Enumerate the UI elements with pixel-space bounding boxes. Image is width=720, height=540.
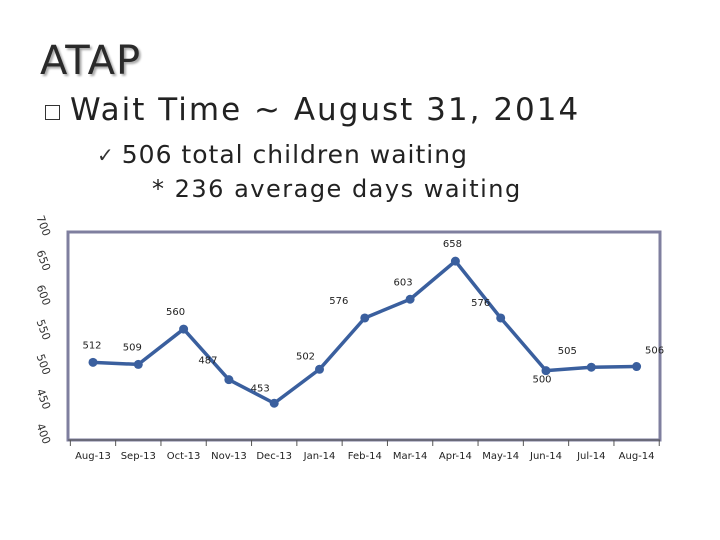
series-line bbox=[92, 259, 637, 406]
x-tick-label: Sep-13 bbox=[121, 451, 156, 462]
x-tick-label: Mar-14 bbox=[393, 451, 428, 462]
y-tick-label: 650 bbox=[34, 248, 53, 272]
plot-frame bbox=[66, 230, 662, 442]
data-label: 506 bbox=[645, 346, 664, 357]
data-label: 512 bbox=[82, 340, 101, 351]
data-label: 576 bbox=[471, 298, 490, 309]
x-tick-label: Apr-14 bbox=[439, 451, 472, 462]
x-tick-label: Jan-14 bbox=[303, 451, 336, 462]
bullet-wait-time: Wait Time ~ August 31, 2014 bbox=[45, 92, 580, 128]
x-tick-label: Oct-13 bbox=[167, 451, 201, 462]
x-tick-label: Aug-13 bbox=[75, 451, 111, 462]
data-label: 500 bbox=[532, 375, 551, 386]
x-tick-label: Aug-14 bbox=[619, 451, 655, 462]
x-tick-label: Jul-14 bbox=[576, 451, 605, 462]
data-label: 509 bbox=[123, 342, 142, 353]
square-bullet-icon bbox=[45, 104, 60, 120]
data-point bbox=[541, 366, 551, 376]
x-tick-label: Jun-14 bbox=[529, 451, 562, 462]
data-label: 658 bbox=[443, 239, 462, 250]
sub-bullet-total: ✓ 506 total children waiting bbox=[97, 140, 468, 169]
data-label: 560 bbox=[166, 307, 185, 318]
data-label: 502 bbox=[296, 351, 315, 362]
data-point bbox=[360, 313, 370, 323]
data-point bbox=[133, 359, 143, 369]
slide-title: ATAP bbox=[40, 38, 142, 84]
sub-bullet-text-2: * 236 average days waiting bbox=[152, 175, 522, 203]
y-tick-label: 600 bbox=[34, 283, 53, 307]
y-tick-label: 550 bbox=[34, 318, 53, 342]
data-point bbox=[315, 364, 324, 374]
data-point bbox=[179, 324, 189, 334]
y-tick-label: 500 bbox=[34, 352, 53, 376]
data-label: 505 bbox=[558, 346, 577, 357]
data-point bbox=[632, 362, 642, 372]
data-point bbox=[496, 313, 506, 323]
data-point bbox=[224, 375, 234, 385]
x-tick-label: Nov-13 bbox=[211, 451, 247, 462]
y-tick-label: 400 bbox=[34, 422, 53, 446]
x-tick-label: Dec-13 bbox=[256, 451, 292, 462]
data-point bbox=[269, 398, 279, 408]
checkmark-icon: ✓ bbox=[97, 142, 114, 167]
data-point bbox=[405, 294, 415, 304]
y-tick-label: 700 bbox=[34, 214, 53, 238]
sub-bullet-text-1: 506 total children waiting bbox=[121, 140, 468, 169]
x-tick-label: May-14 bbox=[482, 451, 519, 462]
data-label: 603 bbox=[394, 277, 413, 288]
data-point bbox=[586, 362, 596, 372]
x-tick-label: Feb-14 bbox=[348, 451, 382, 462]
y-tick-label: 450 bbox=[34, 387, 53, 411]
data-label: 453 bbox=[251, 383, 270, 394]
data-point bbox=[450, 256, 460, 266]
bullet-text: Wait Time ~ August 31, 2014 bbox=[70, 92, 581, 128]
data-label: 576 bbox=[329, 296, 348, 307]
data-point bbox=[88, 357, 98, 367]
data-label: 487 bbox=[198, 356, 217, 367]
